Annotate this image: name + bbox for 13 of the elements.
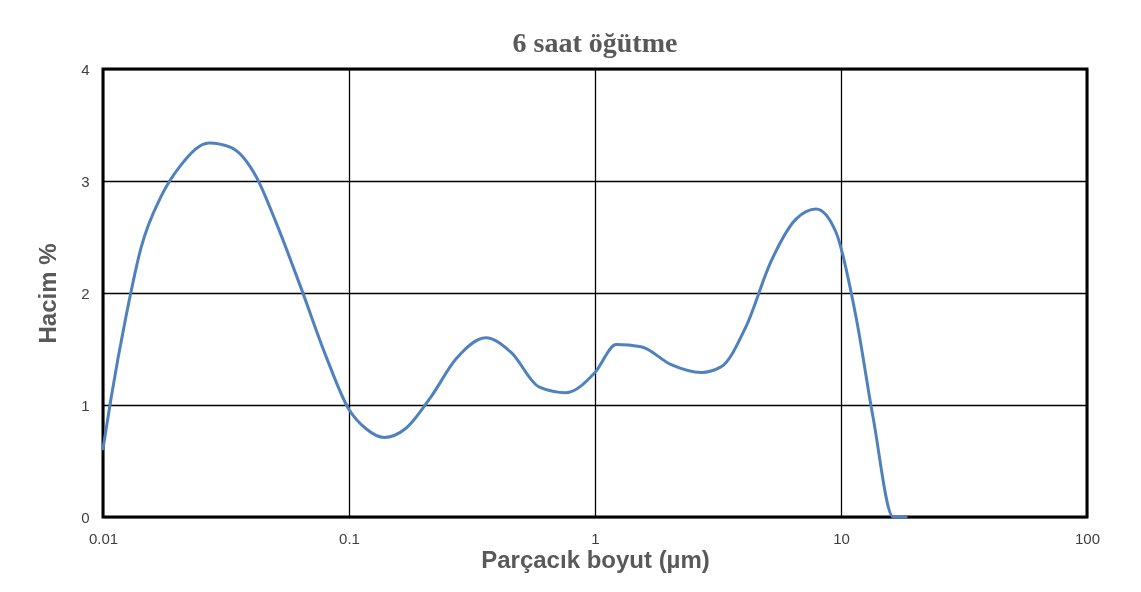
y-tick-label: 2 <box>81 284 90 302</box>
y-tick-label: 0 <box>81 508 90 526</box>
y-axis-title: Hacim % <box>34 243 62 344</box>
x-tick-label: 0.01 <box>88 529 119 547</box>
x-axis-title: Parçacık boyut (µm) <box>481 545 710 573</box>
x-tick-label: 100 <box>1074 529 1101 547</box>
x-tick-label: 1 <box>591 529 600 547</box>
x-tick-label: 0.1 <box>339 529 360 547</box>
chart-title: 6 saat öğütme <box>512 27 678 58</box>
y-tick-label: 4 <box>81 60 90 78</box>
x-tick-label: 10 <box>833 529 850 547</box>
y-tick-label: 1 <box>81 396 90 414</box>
y-tick-label: 3 <box>81 172 90 190</box>
